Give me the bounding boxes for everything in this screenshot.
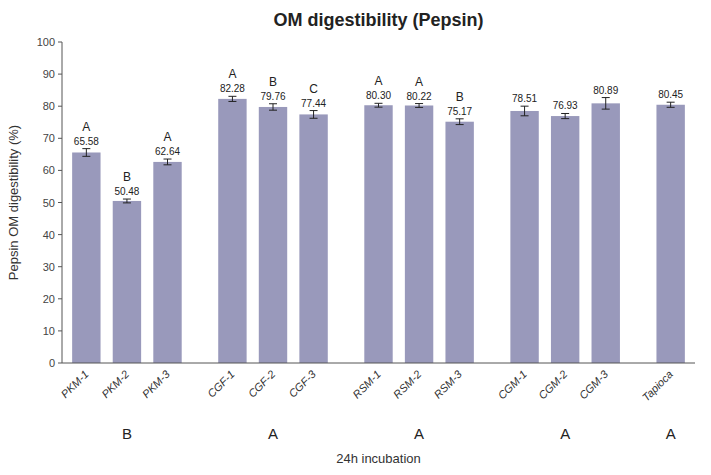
x-tick-label: CGF-3 bbox=[286, 367, 318, 399]
x-tick-label: CGM-1 bbox=[495, 368, 529, 402]
x-tick-label: CGM-3 bbox=[577, 367, 611, 401]
value-label: 77.44 bbox=[301, 98, 326, 109]
bar bbox=[510, 111, 538, 363]
bar bbox=[364, 105, 392, 363]
y-tick bbox=[58, 363, 62, 364]
error-bar bbox=[667, 102, 675, 107]
y-tick-label: 0 bbox=[49, 357, 55, 369]
y-axis: 0 10 20 30 40 50 60 70 80 90 100 bbox=[37, 36, 62, 369]
y-tick-label: 40 bbox=[43, 229, 55, 241]
group-label: A bbox=[666, 425, 676, 442]
y-tick-label: 60 bbox=[43, 164, 55, 176]
error-bar bbox=[415, 104, 423, 108]
labels: 65.58 A PKM-1 50.48 B PKM-2 62.64 A PKM-3 82.28 A C… bbox=[58, 67, 683, 442]
value-label: 79.76 bbox=[260, 91, 285, 102]
error-bar bbox=[82, 149, 90, 157]
group-label: B bbox=[122, 425, 132, 442]
value-label: 62.64 bbox=[155, 146, 180, 157]
value-label: 80.30 bbox=[366, 90, 391, 101]
x-tick-label: RSM-1 bbox=[350, 368, 383, 401]
y-tick bbox=[58, 138, 62, 139]
stat-label: A bbox=[228, 67, 236, 81]
chart: OM digestibility (Pepsin) Pepsin OM diges… bbox=[0, 0, 711, 475]
y-tick bbox=[58, 74, 62, 75]
error-bar bbox=[375, 103, 383, 107]
bar bbox=[72, 152, 100, 363]
x-tick-label: Tapioca bbox=[640, 368, 675, 403]
error-bar bbox=[164, 159, 172, 165]
value-label: 50.48 bbox=[114, 186, 139, 197]
value-label: 82.28 bbox=[220, 83, 245, 94]
x-tick-label: CGF-2 bbox=[246, 368, 278, 400]
stat-label: B bbox=[456, 90, 464, 104]
y-tick-label: 50 bbox=[43, 197, 55, 209]
y-tick bbox=[58, 298, 62, 299]
x-tick-label: PKM-2 bbox=[99, 368, 131, 400]
stat-label: B bbox=[269, 75, 277, 89]
y-tick-label: 80 bbox=[43, 100, 55, 112]
y-tick-label: 100 bbox=[37, 36, 55, 48]
bar bbox=[405, 105, 433, 363]
y-tick bbox=[58, 234, 62, 235]
error-bar bbox=[123, 199, 131, 203]
bar bbox=[153, 162, 181, 363]
group-label: A bbox=[560, 425, 570, 442]
bar bbox=[592, 103, 620, 363]
value-label: 65.58 bbox=[74, 136, 99, 147]
y-tick-label: 30 bbox=[43, 261, 55, 273]
bar bbox=[551, 116, 579, 363]
y-tick-label: 10 bbox=[43, 325, 55, 337]
x-axis-label: 24h incubation bbox=[336, 451, 421, 466]
y-tick bbox=[58, 202, 62, 203]
value-label: 80.89 bbox=[593, 85, 618, 96]
y-tick bbox=[58, 266, 62, 267]
group-label: A bbox=[268, 425, 278, 442]
bars bbox=[72, 96, 685, 363]
x-tick-label: RSM-2 bbox=[391, 368, 424, 401]
error-bar bbox=[456, 119, 464, 125]
error-bar bbox=[228, 96, 236, 101]
x-tick-label: CGM-2 bbox=[536, 368, 570, 402]
y-tick bbox=[58, 330, 62, 331]
value-label: 80.22 bbox=[407, 91, 432, 102]
y-tick-label: 90 bbox=[43, 68, 55, 80]
value-label: 76.93 bbox=[553, 100, 578, 111]
error-bar bbox=[310, 111, 318, 119]
x-tick-label: RSM-3 bbox=[431, 367, 464, 400]
x-tick-label: PKM-1 bbox=[58, 368, 90, 400]
bar bbox=[218, 99, 246, 363]
x-tick-label: CGF-1 bbox=[205, 368, 237, 400]
group-label: A bbox=[414, 425, 424, 442]
stat-label: A bbox=[374, 74, 382, 88]
y-tick bbox=[58, 170, 62, 171]
stat-label: B bbox=[123, 170, 131, 184]
y-tick-label: 70 bbox=[43, 132, 55, 144]
x-axis-line bbox=[62, 363, 695, 364]
bar bbox=[445, 122, 473, 363]
x-tick-label: PKM-3 bbox=[140, 367, 173, 400]
y-tick bbox=[58, 42, 62, 43]
stat-label: A bbox=[163, 130, 171, 144]
stat-label: A bbox=[82, 120, 90, 134]
bar bbox=[113, 201, 141, 363]
bar bbox=[259, 107, 287, 363]
y-tick-label: 20 bbox=[43, 293, 55, 305]
value-label: 75.17 bbox=[447, 106, 472, 117]
error-bar bbox=[602, 98, 610, 110]
error-bar bbox=[269, 104, 277, 110]
stat-label: C bbox=[309, 82, 318, 96]
y-axis-line bbox=[62, 42, 63, 363]
title: OM digestibility (Pepsin) bbox=[273, 10, 483, 30]
error-bar bbox=[521, 106, 529, 116]
y-tick bbox=[58, 106, 62, 107]
bar bbox=[299, 114, 327, 363]
bar bbox=[656, 105, 684, 363]
y-axis-label: Pepsin OM digestibility (%) bbox=[6, 125, 21, 280]
stat-label: A bbox=[415, 75, 423, 89]
value-label: 78.51 bbox=[512, 93, 537, 104]
error-bar bbox=[561, 113, 569, 118]
value-label: 80.45 bbox=[658, 89, 683, 100]
